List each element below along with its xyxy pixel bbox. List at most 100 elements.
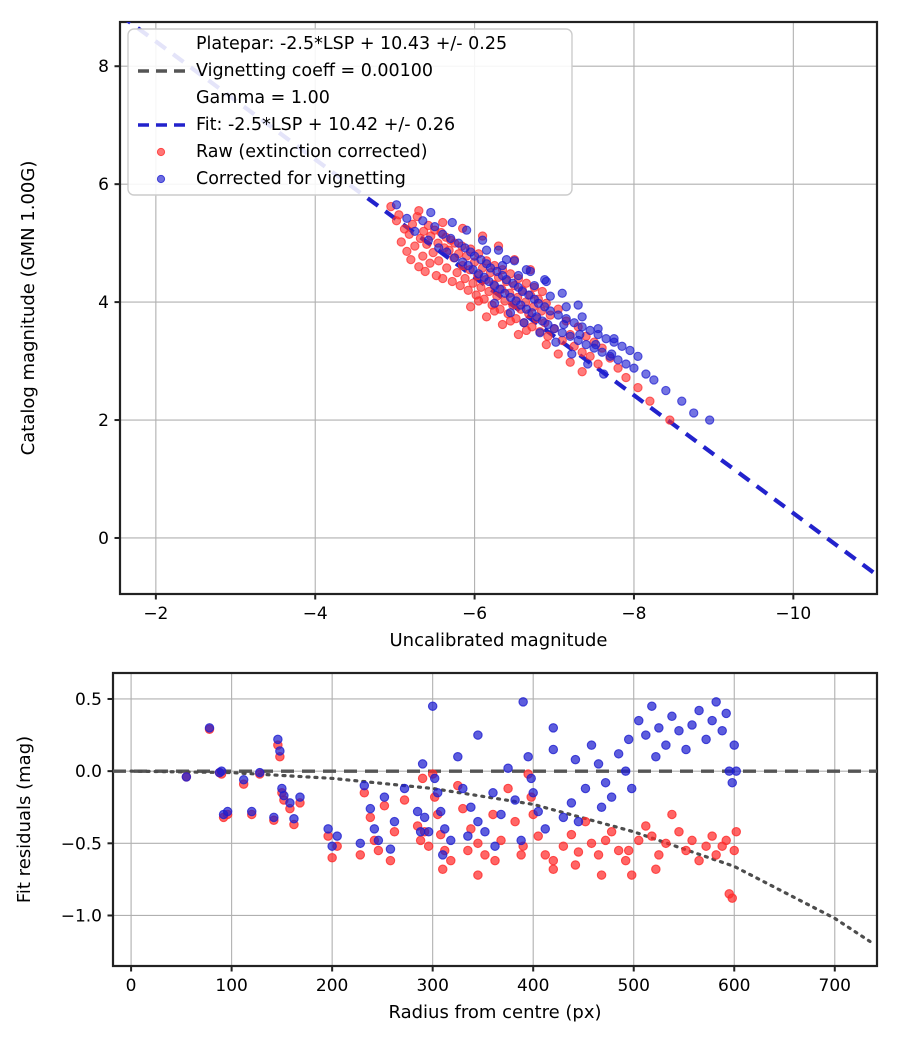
data-point <box>447 217 457 228</box>
data-point <box>447 276 457 287</box>
data-point <box>423 841 434 851</box>
xtick-label: −4 <box>303 604 328 624</box>
data-point <box>707 831 717 841</box>
data-point <box>573 816 584 827</box>
data-point <box>518 697 528 707</box>
data-point <box>461 225 472 235</box>
data-point <box>497 319 508 330</box>
data-point <box>385 855 396 866</box>
data-point <box>541 339 551 350</box>
data-point <box>647 831 657 841</box>
data-point <box>641 369 651 379</box>
data-point <box>651 751 661 762</box>
top-plot-frame <box>118 20 879 596</box>
data-point <box>717 725 727 736</box>
ytick-label: −1.0 <box>61 906 102 926</box>
data-point <box>419 812 430 823</box>
data-point <box>537 286 547 297</box>
data-point <box>410 241 420 251</box>
data-point <box>586 838 597 849</box>
data-point <box>379 801 390 811</box>
data-point <box>626 870 637 880</box>
data-point <box>694 705 704 716</box>
data-point <box>458 783 468 794</box>
legend-label: Raw (extinction corrected) <box>196 142 428 162</box>
data-point <box>621 359 631 369</box>
legend-label: Fit: -2.5*LSP + 10.42 +/- 0.26 <box>196 115 455 135</box>
data-point <box>468 278 478 288</box>
data-point <box>327 852 337 863</box>
data-point <box>548 744 559 755</box>
data-point <box>543 331 553 341</box>
xtick-label: 700 <box>819 976 851 996</box>
data-point <box>633 382 643 393</box>
data-point <box>355 838 366 849</box>
data-point <box>496 835 506 846</box>
legend-entry: Fit: -2.5*LSP + 10.42 +/- 0.26 <box>138 115 455 135</box>
bottom-xaxis-label: Radius from centre (px) <box>388 1002 601 1023</box>
data-point <box>549 323 559 334</box>
data-point <box>463 845 473 856</box>
data-point <box>651 864 661 875</box>
data-point <box>505 308 516 318</box>
data-point <box>597 347 607 357</box>
data-point <box>439 824 450 834</box>
data-point <box>446 233 456 244</box>
data-point <box>391 200 402 210</box>
xtick-label: 400 <box>517 976 549 996</box>
data-point <box>423 827 434 837</box>
data-point <box>442 247 452 257</box>
data-point <box>599 369 609 379</box>
data-point <box>473 730 483 740</box>
xtick-label: 300 <box>416 976 448 996</box>
data-point <box>222 806 233 817</box>
data-point <box>593 759 604 769</box>
data-point <box>455 280 465 291</box>
data-point <box>519 318 529 328</box>
data-point <box>402 213 412 224</box>
ytick-label: 0.0 <box>75 762 102 782</box>
data-point <box>513 329 524 340</box>
data-point <box>661 385 671 396</box>
data-point <box>711 850 721 860</box>
data-point <box>418 226 429 236</box>
bottom-plot-frame <box>111 671 879 968</box>
legend-entry: Platepar: -2.5*LSP + 10.43 +/- 0.25 <box>196 34 507 54</box>
data-point <box>394 210 404 220</box>
data-point <box>427 701 438 711</box>
data-point <box>484 286 494 297</box>
data-point <box>625 345 635 356</box>
data-point <box>496 809 506 820</box>
data-point <box>396 237 406 247</box>
data-point <box>417 759 428 769</box>
data-point <box>586 740 597 750</box>
data-point <box>548 723 559 733</box>
data-point <box>667 711 677 722</box>
data-point <box>600 777 611 788</box>
legend-entry: Raw (extinction corrected) <box>156 142 428 162</box>
data-point <box>667 809 677 820</box>
data-point <box>452 267 462 278</box>
data-point <box>275 746 285 756</box>
data-point <box>246 806 257 817</box>
legend-label: Platepar: -2.5*LSP + 10.43 +/- 0.25 <box>196 34 507 54</box>
data-point <box>577 312 587 322</box>
data-point <box>399 795 410 805</box>
xtick-label: 200 <box>316 976 348 996</box>
data-point <box>509 256 520 266</box>
data-point <box>503 763 513 774</box>
data-point <box>429 773 440 784</box>
data-point <box>426 207 436 218</box>
data-point <box>516 835 526 846</box>
residual-series-corrected <box>181 697 742 860</box>
data-point <box>707 715 717 726</box>
data-point <box>446 855 456 866</box>
data-point <box>681 845 691 856</box>
data-point <box>620 766 631 776</box>
data-point <box>634 835 644 846</box>
data-point <box>580 783 591 794</box>
bottom-plot-ticks: 0 100 200 300 400 500 600 700 0.5 0.0 −0.5 −1.0 <box>61 690 851 996</box>
data-point <box>473 296 484 306</box>
data-point <box>600 835 611 846</box>
data-point <box>551 337 561 347</box>
